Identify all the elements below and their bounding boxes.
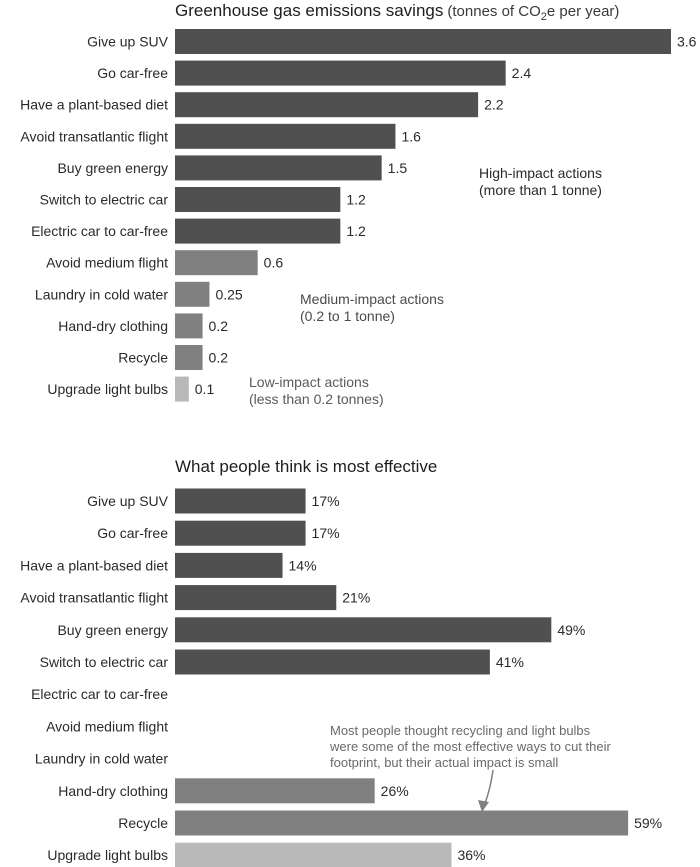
bar-recycle	[175, 810, 629, 836]
value-label-electric-car-to-car-free: 1.2	[346, 223, 366, 239]
category-label-laundry-in-cold-water: Laundry in cold water	[35, 751, 168, 767]
low-impact-annotation-line-1: Low-impact actions	[249, 374, 369, 390]
value-label-buy-green-energy: 49%	[557, 622, 585, 638]
category-label-laundry-in-cold-water: Laundry in cold water	[35, 286, 168, 302]
value-label-avoid-medium-flight: 0.6	[264, 255, 284, 271]
bar-electric-car-to-car-free	[175, 218, 341, 244]
value-label-recycle: 59%	[634, 815, 662, 831]
bar-hand-dry-clothing	[175, 778, 375, 804]
bar-buy-green-energy	[175, 155, 382, 181]
value-label-have-a-plant-based-diet: 2.2	[484, 97, 504, 113]
value-label-have-a-plant-based-diet: 14%	[289, 557, 317, 573]
category-label-electric-car-to-car-free: Electric car to car-free	[31, 686, 168, 702]
category-label-upgrade-light-bulbs: Upgrade light bulbs	[47, 847, 168, 863]
value-label-give-up-suv: 17%	[312, 493, 340, 509]
value-label-give-up-suv: 3.6	[677, 34, 697, 50]
category-label-avoid-medium-flight: Avoid medium flight	[46, 718, 168, 734]
value-label-go-car-free: 17%	[312, 525, 340, 541]
emissions-savings-chart: Greenhouse gas emissions savings (tonnes …	[20, 1, 697, 407]
bar-give-up-suv	[175, 488, 306, 514]
category-label-go-car-free: Go car-free	[97, 525, 168, 541]
perceived-effectiveness-chart: What people think is most effective Give…	[20, 457, 662, 867]
value-label-avoid-transatlantic-flight: 21%	[342, 590, 370, 606]
value-label-buy-green-energy: 1.5	[388, 160, 408, 176]
bar-avoid-transatlantic-flight	[175, 123, 396, 149]
recycling-note-line-3: footprint, but their actual impact is sm…	[330, 755, 558, 770]
bar-recycle	[175, 345, 203, 370]
category-label-recycle: Recycle	[118, 815, 168, 831]
value-label-hand-dry-clothing: 26%	[381, 783, 409, 799]
perceived-chart-title: What people think is most effective	[175, 457, 437, 476]
bar-have-a-plant-based-diet	[175, 552, 283, 578]
bar-hand-dry-clothing	[175, 313, 203, 339]
value-label-hand-dry-clothing: 0.2	[209, 318, 229, 334]
category-label-switch-to-electric-car: Switch to electric car	[40, 654, 169, 670]
low-impact-annotation-line-2: (less than 0.2 tonnes)	[249, 391, 384, 407]
category-label-avoid-transatlantic-flight: Avoid transatlantic flight	[20, 128, 168, 144]
category-label-hand-dry-clothing: Hand-dry clothing	[58, 318, 168, 334]
category-label-give-up-suv: Give up SUV	[87, 34, 169, 50]
category-label-have-a-plant-based-diet: Have a plant-based diet	[20, 557, 168, 573]
value-label-laundry-in-cold-water: 0.25	[215, 286, 242, 302]
category-label-give-up-suv: Give up SUV	[87, 493, 169, 509]
bar-go-car-free	[175, 520, 306, 546]
category-label-buy-green-energy: Buy green energy	[57, 622, 168, 638]
recycling-note-line-2: were some of the most effective ways to …	[329, 739, 611, 754]
high-impact-annotation-line-2: (more than 1 tonne)	[479, 182, 602, 198]
note-arrow-head	[478, 800, 489, 812]
category-label-avoid-medium-flight: Avoid medium flight	[46, 255, 168, 271]
high-impact-annotation-line-1: High-impact actions	[479, 165, 602, 181]
emissions-chart-title: Greenhouse gas emissions savings (tonnes …	[175, 1, 619, 23]
bar-laundry-in-cold-water	[175, 281, 210, 307]
category-label-hand-dry-clothing: Hand-dry clothing	[58, 783, 168, 799]
bar-go-car-free	[175, 60, 506, 86]
bar-switch-to-electric-car	[175, 187, 341, 212]
category-label-go-car-free: Go car-free	[97, 65, 168, 81]
bar-avoid-transatlantic-flight	[175, 585, 337, 611]
category-label-buy-green-energy: Buy green energy	[57, 160, 168, 176]
category-label-switch-to-electric-car: Switch to electric car	[40, 192, 169, 208]
bar-upgrade-light-bulbs	[175, 842, 452, 867]
value-label-switch-to-electric-car: 1.2	[346, 192, 366, 208]
bar-upgrade-light-bulbs	[175, 376, 189, 402]
bar-avoid-medium-flight	[175, 250, 258, 276]
recycling-note-line-1: Most people thought recycling and light …	[330, 723, 591, 738]
category-label-recycle: Recycle	[118, 350, 168, 366]
category-label-electric-car-to-car-free: Electric car to car-free	[31, 223, 168, 239]
bar-give-up-suv	[175, 29, 671, 54]
medium-impact-annotation-line-1: Medium-impact actions	[300, 291, 444, 307]
bar-buy-green-energy	[175, 617, 552, 643]
value-label-upgrade-light-bulbs: 36%	[457, 847, 485, 863]
medium-impact-annotation-line-2: (0.2 to 1 tonne)	[300, 308, 395, 324]
value-label-upgrade-light-bulbs: 0.1	[195, 381, 215, 397]
value-label-recycle: 0.2	[209, 350, 229, 366]
category-label-avoid-transatlantic-flight: Avoid transatlantic flight	[20, 590, 168, 606]
bar-switch-to-electric-car	[175, 649, 490, 675]
value-label-switch-to-electric-car: 41%	[496, 654, 524, 670]
category-label-have-a-plant-based-diet: Have a plant-based diet	[20, 97, 168, 113]
value-label-go-car-free: 2.4	[512, 65, 532, 81]
category-label-upgrade-light-bulbs: Upgrade light bulbs	[47, 381, 168, 397]
bar-have-a-plant-based-diet	[175, 92, 479, 118]
value-label-avoid-transatlantic-flight: 1.6	[401, 128, 421, 144]
